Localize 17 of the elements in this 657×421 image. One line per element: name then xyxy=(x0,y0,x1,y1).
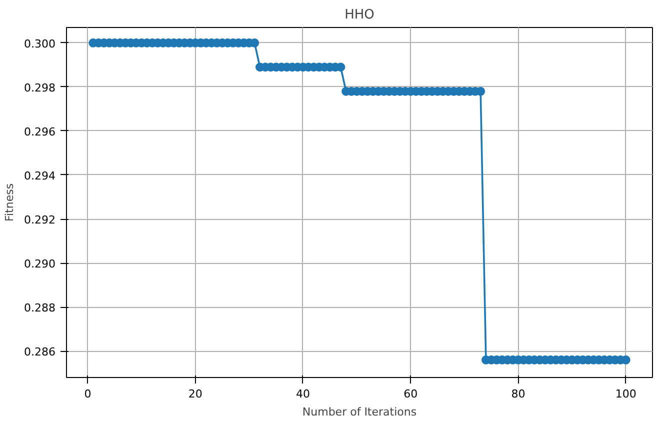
y-tick-label: 0.288 xyxy=(24,302,56,315)
x-tick-label: 0 xyxy=(84,388,92,400)
x-tick-label: 60 xyxy=(404,388,418,400)
y-tick-label: 0.290 xyxy=(24,258,56,271)
y-tick-label: 0.296 xyxy=(24,125,56,138)
chart-title: HHO xyxy=(344,8,374,22)
x-tick-label: 100 xyxy=(615,388,636,400)
x-tick-label: 80 xyxy=(511,388,526,400)
x-axis-title: Number of Iterations xyxy=(302,406,417,418)
x-tick-label: 40 xyxy=(296,388,310,400)
y-tick-label: 0.300 xyxy=(24,37,56,50)
y-tick-label: 0.294 xyxy=(24,169,56,182)
x-tick-label: 20 xyxy=(188,388,202,400)
y-axis-title: Fitness xyxy=(3,183,16,222)
y-tick-label: 0.292 xyxy=(24,214,56,227)
y-tick-label: 0.298 xyxy=(24,81,56,94)
y-tick-label: 0.286 xyxy=(24,346,56,359)
